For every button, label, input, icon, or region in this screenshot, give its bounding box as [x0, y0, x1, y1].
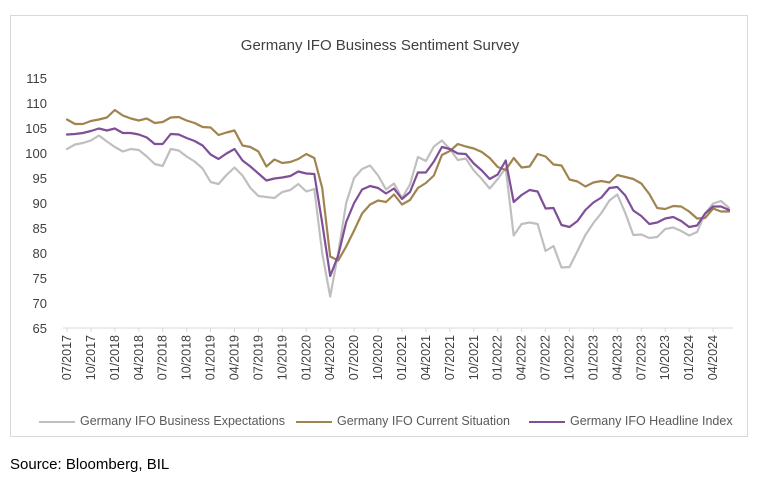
y-tick-label: 75: [33, 271, 47, 286]
legend-item-headline-index: Germany IFO Headline Index: [529, 414, 733, 428]
legend-label-expectations: Germany IFO Business Expectations: [80, 414, 285, 428]
x-tick-label: 01/2020: [299, 335, 313, 380]
x-tick-label: 07/2018: [156, 335, 170, 380]
x-tick-label: 04/2022: [515, 335, 529, 380]
series-line-current-situation: [65, 108, 731, 262]
x-tick-label: 07/2019: [251, 335, 265, 380]
x-tick-label: 07/2020: [347, 335, 361, 380]
x-tick-label: 04/2023: [610, 335, 624, 380]
x-tick-label: 07/2023: [634, 335, 648, 380]
x-tick-label: 04/2018: [132, 335, 146, 380]
y-tick-label: 95: [33, 171, 47, 186]
legend-item-expectations: Germany IFO Business Expectations: [39, 414, 285, 428]
x-tick-label: 01/2018: [108, 335, 122, 380]
x-tick-label: 01/2023: [586, 335, 600, 380]
legend-swatch-expectations: [39, 420, 75, 423]
y-tick-label: 80: [33, 246, 47, 261]
y-tick-label: 90: [33, 196, 47, 211]
chart-title: Germany IFO Business Sentiment Survey: [241, 37, 520, 54]
x-tick-label: 01/2022: [491, 335, 505, 380]
y-tick-label: 65: [33, 321, 47, 336]
y-tick-label: 105: [25, 121, 47, 136]
chart-frame: Germany IFO Business Sentiment Survey 65…: [10, 15, 748, 437]
x-axis: 07/2017 10/2017 01/2018 04/2018 07/2018 10/20…: [60, 327, 733, 380]
legend-swatch-current-situation: [296, 420, 332, 423]
x-tick-label: 10/2023: [658, 335, 672, 380]
y-tick-label: 100: [25, 146, 47, 161]
y-tick-label: 110: [26, 96, 47, 111]
x-tick-label: 04/2024: [706, 335, 720, 380]
x-tick-label: 01/2024: [682, 335, 696, 380]
y-tick-label: 70: [33, 296, 47, 311]
legend-item-current-situation: Germany IFO Current Situation: [296, 414, 510, 428]
series-line-expectations: [65, 134, 731, 298]
legend-swatch-headline-index: [529, 420, 565, 423]
line-chart: Germany IFO Business Sentiment Survey 65…: [25, 37, 733, 380]
legend-label-current-situation: Germany IFO Current Situation: [337, 414, 510, 428]
series-line-headline-index: [65, 127, 731, 278]
series-lines: [65, 108, 731, 298]
x-tick-label: 10/2018: [180, 335, 194, 380]
x-tick-label: 04/2021: [419, 335, 433, 380]
y-tick-label: 115: [26, 71, 47, 86]
x-tick-label: 07/2017: [60, 335, 74, 380]
y-axis: 65 70 75 80 85 90 95 100 105 110 115: [25, 71, 47, 336]
source-note: Source: Bloomberg, BIL: [10, 456, 170, 473]
x-tick-label: 10/2017: [84, 335, 98, 380]
x-tick-label: 10/2021: [467, 335, 481, 380]
x-tick-label: 10/2022: [562, 335, 576, 380]
x-tick-label: 07/2021: [443, 335, 457, 380]
x-tick-label: 01/2021: [395, 335, 409, 380]
x-tick-label: 10/2020: [371, 335, 385, 380]
legend-label-headline-index: Germany IFO Headline Index: [570, 414, 733, 428]
x-tick-label: 07/2022: [539, 335, 553, 380]
legend: Germany IFO Business Expectations German…: [11, 414, 749, 432]
y-tick-label: 85: [33, 221, 47, 236]
x-tick-label: 04/2019: [227, 335, 241, 380]
x-tick-label: 04/2020: [323, 335, 337, 380]
x-tick-label: 10/2019: [275, 335, 289, 380]
x-tick-label: 01/2019: [204, 335, 218, 380]
